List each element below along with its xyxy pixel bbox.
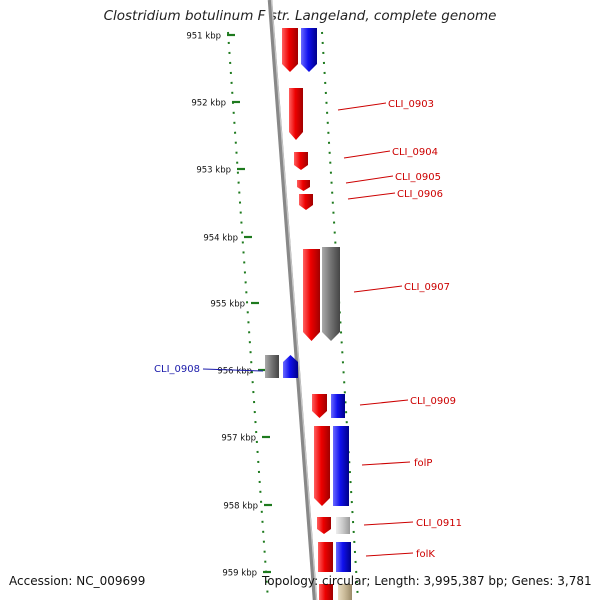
map-title: Clostridium botulinum F str. Langeland, … [103, 8, 497, 24]
gene-label-leader [353, 285, 403, 293]
accession-text: Accession: NC_009699 [9, 574, 146, 588]
gene-feature[interactable] [338, 584, 352, 600]
reverse-gene-arrow[interactable] [336, 542, 351, 572]
backbone-highlight [270, 0, 318, 600]
tick-label: 957 kbp [221, 434, 256, 444]
gene-label[interactable]: CLI_0905 [395, 172, 441, 183]
tick-track-dots [227, 31, 269, 600]
reverse-gene-arrow[interactable] [333, 426, 349, 506]
tick-label: 958 kbp [223, 502, 258, 512]
forward-gene-arrow[interactable] [317, 517, 331, 534]
forward-gene-arrow[interactable] [303, 249, 320, 341]
reverse-gene-arrow[interactable] [283, 355, 298, 378]
gene-label-leader [343, 150, 391, 159]
reverse-gene-arrow[interactable] [301, 28, 317, 72]
gene-label-leader [365, 552, 414, 557]
tick-label: 959 kbp [222, 569, 257, 579]
gene-label[interactable]: CLI_0911 [416, 518, 462, 529]
tick-label: 956 kbp [217, 367, 252, 377]
gene-features [265, 28, 352, 600]
backbone-line [267, 0, 318, 600]
gene-labels: CLI_0903 CLI_0904 CLI_0905 CLI_0906 CLI_0907… [154, 99, 462, 560]
gene-label-leader [337, 102, 387, 111]
gene-label[interactable]: CLI_0904 [392, 147, 438, 158]
gene-label[interactable]: CLI_0906 [397, 189, 443, 200]
forward-gene-arrow[interactable] [314, 426, 330, 506]
forward-gene-arrow[interactable] [289, 88, 303, 140]
position-ticks: 951 kbp 952 kbp 953 kbp 954 kbp 955 kbp 956 k… [186, 32, 272, 579]
gene-label[interactable]: CLI_0907 [404, 282, 450, 293]
gene-label-leader [363, 521, 414, 526]
forward-gene-arrow[interactable] [318, 542, 333, 572]
tick-label: 951 kbp [186, 32, 221, 42]
forward-gene-arrow[interactable] [299, 194, 313, 210]
gene-label-leader [359, 399, 409, 406]
tick-label: 953 kbp [196, 166, 231, 176]
gene-label-leader [347, 192, 396, 200]
forward-gene-arrow[interactable] [312, 394, 327, 418]
gene-label[interactable]: CLI_0908 [154, 364, 200, 375]
genome-backbone [267, 0, 318, 600]
reverse-gene-arrow[interactable] [331, 394, 345, 418]
tick-label: 952 kbp [191, 99, 226, 109]
gene-label-leader [345, 175, 394, 184]
forward-gene-arrow[interactable] [319, 584, 333, 600]
forward-gene-arrow[interactable] [282, 28, 298, 72]
gene-label[interactable]: CLI_0903 [388, 99, 434, 110]
gene-label[interactable]: folK [416, 549, 435, 560]
gene-label-leader [361, 461, 411, 466]
gene-feature[interactable] [322, 247, 340, 341]
tick-label: 954 kbp [203, 234, 238, 244]
forward-gene-arrow[interactable] [297, 180, 310, 191]
gene-label[interactable]: folP [414, 458, 432, 469]
tick-label: 955 kbp [210, 300, 245, 310]
forward-gene-arrow[interactable] [294, 152, 308, 170]
topology-text: Topology: circular; Length: 3,995,387 bp… [262, 574, 592, 588]
gene-feature[interactable] [336, 517, 350, 534]
gene-label[interactable]: CLI_0909 [410, 396, 456, 407]
gene-label-leader [202, 368, 264, 372]
gene-feature[interactable] [265, 355, 279, 378]
